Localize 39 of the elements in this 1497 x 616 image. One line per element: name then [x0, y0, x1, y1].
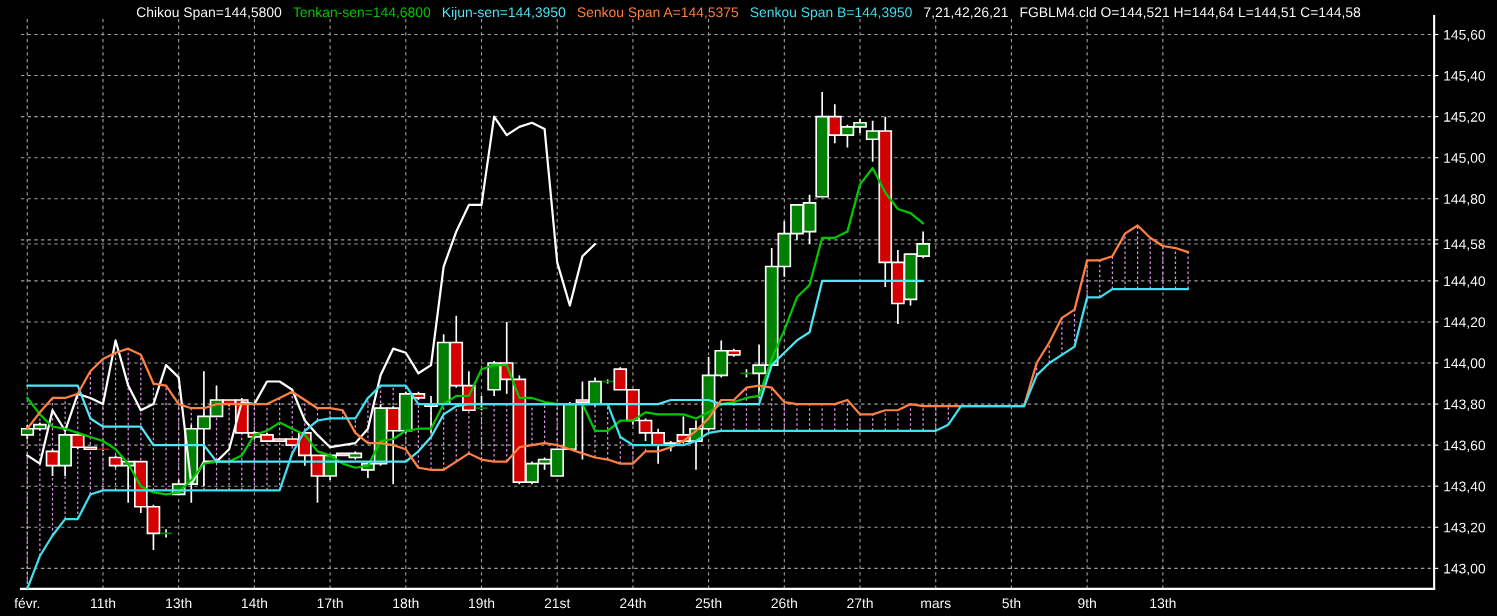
- x-tick-label: 18th: [393, 597, 419, 609]
- x-tick-label: 25th: [695, 597, 722, 609]
- x-tick-label: 14th: [241, 597, 267, 609]
- x-tick-label: 5th: [1002, 597, 1021, 609]
- y-tick-label: 145,00: [1444, 153, 1486, 165]
- x-tick-label: févr.: [14, 597, 40, 609]
- x-tick-label: 9th: [1078, 597, 1096, 609]
- y-tick-label: 145,60: [1444, 29, 1486, 42]
- x-tick-label: 17th: [317, 597, 343, 609]
- x-tick-label: 24th: [620, 597, 646, 609]
- y-tick-label: 143,20: [1444, 522, 1486, 535]
- text: Senkou Span A=144,5375: [577, 6, 739, 20]
- x-tick-label: 13th: [1150, 597, 1176, 609]
- line-series: [26, 166, 925, 496]
- y-tick-label: 145,40: [1444, 70, 1486, 83]
- line-series: [26, 288, 1190, 589]
- y-tick-label: 144,58: [1444, 239, 1486, 251]
- y-tick-label: 143,60: [1444, 440, 1486, 452]
- y-tick-label: 143,00: [1444, 563, 1486, 576]
- y-tick-label: 143,80: [1444, 399, 1486, 411]
- text: Senkou Span B=144,3950: [750, 6, 912, 20]
- x-tick-label: 27th: [847, 597, 873, 609]
- text: Chikou Span=144,5800: [136, 6, 282, 20]
- annotation: FGBLM4.cld O=144,521 H=144,64 L=144,51 C=144,58: [1020, 6, 1361, 19]
- text: Kijun-sen=144,3950: [442, 6, 566, 20]
- x-tick-label: mars: [921, 600, 951, 609]
- text: Tenkan-sen=144,6800: [293, 6, 431, 19]
- x-tick-label: 11th: [91, 597, 116, 609]
- annotation: 7,21,42,26,21: [924, 7, 1008, 19]
- y-tick-label: 143,40: [1444, 481, 1486, 494]
- y-tick-label: 144,00: [1444, 358, 1486, 370]
- x-tick-label: 26th: [771, 597, 797, 609]
- y-tick-label: 145,20: [1444, 111, 1486, 124]
- y-tick-label: 144,40: [1444, 276, 1486, 288]
- x-tick-label: 19th: [469, 597, 495, 609]
- x-tick-label: 21st: [544, 598, 571, 609]
- x-tick-label: 13th: [166, 597, 192, 609]
- y-tick-label: 144,20: [1444, 317, 1486, 329]
- y-tick-label: 144,80: [1444, 194, 1486, 206]
